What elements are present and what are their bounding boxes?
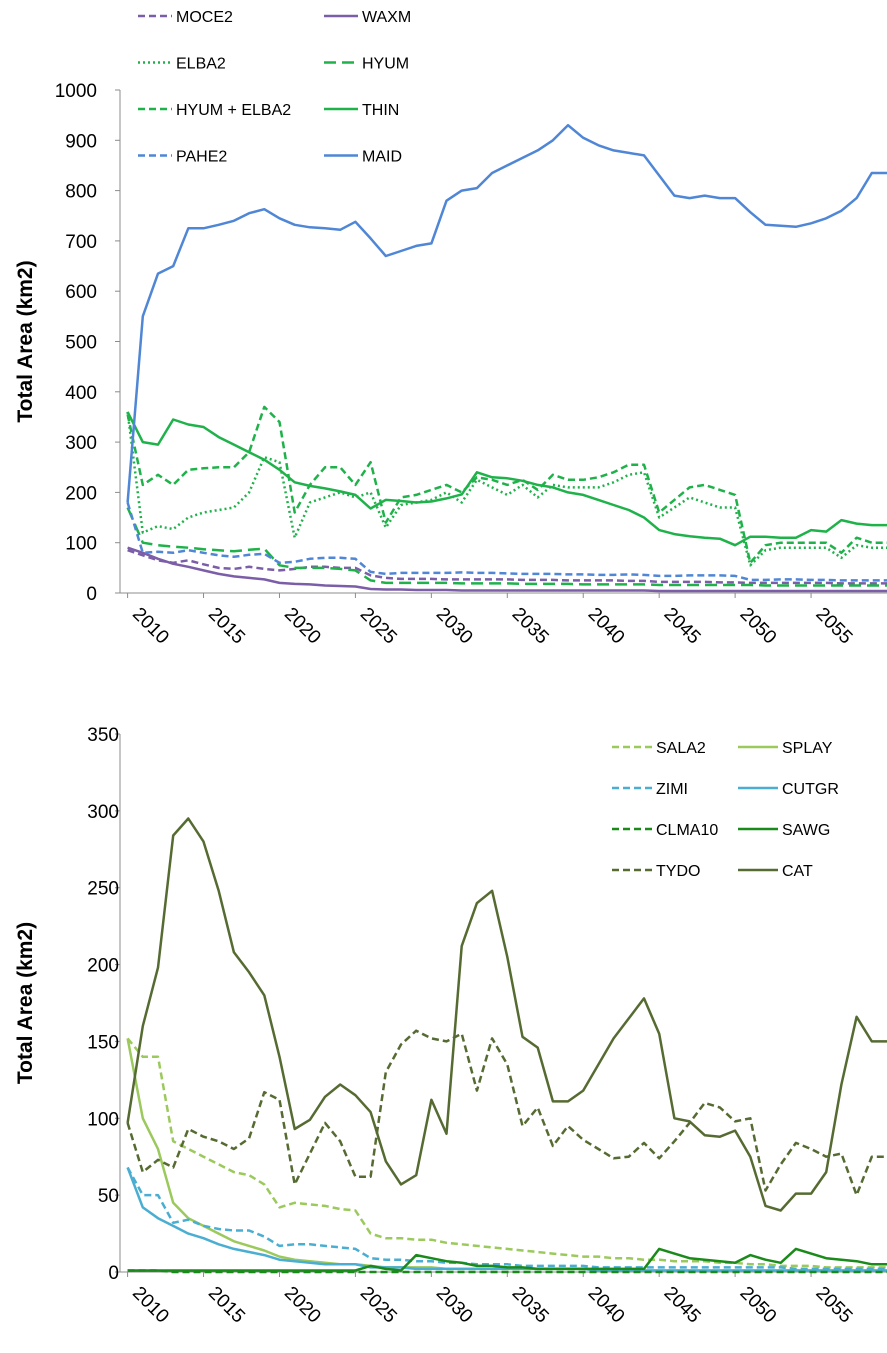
y-tick-label: 300 [87,802,119,823]
x-tick-label: 2050 [736,604,781,649]
x-tick-label: 2030 [432,1283,477,1328]
y-tick-label: 700 [65,232,97,253]
x-tick-label: 2025 [356,1283,401,1328]
legend-label: HYUM + ELBA2 [176,102,291,119]
x-tick-label: 2025 [356,604,401,649]
series-line-zimi [126,1166,887,1271]
legend-label: CLMA10 [656,822,718,839]
x-tick-label: 2020 [280,604,325,649]
y-tick-label: 0 [86,584,97,605]
y-tick-label: 600 [65,282,97,303]
chart-top: 0 100 200 300 400 500 600 700 800 900 1000 2010 2015… [14,9,887,649]
y-tick-label: 350 [87,725,119,746]
y-tick-label: 150 [87,1032,119,1053]
series-line-clma10 [127,1269,887,1274]
y-tick-label: 100 [65,534,97,555]
x-tick-label: 2015 [204,604,249,649]
series-line-sala2 [126,1037,887,1269]
y-axis-label: Total Area (km2) [14,260,37,422]
x-tick-label: 2040 [584,1283,629,1328]
series-line-thin [126,411,887,547]
legend-label: MOCE2 [176,9,233,26]
y-axis-label: Total Area (km2) [14,922,37,1084]
x-tick-label: 2015 [204,1283,249,1328]
y-tick-label: 800 [65,182,97,203]
y-tick-label: 200 [87,956,119,977]
x-tick-label: 2035 [508,604,553,649]
x-tick-label: 2040 [584,604,629,649]
y-tick-label: 400 [65,383,97,404]
series-line-moce2 [127,549,887,585]
legend-label: CAT [782,863,813,880]
series-line-hyum [126,507,887,587]
y-tick-label: 250 [87,879,119,900]
series-line-splay [126,1038,887,1272]
x-tick-label: 2035 [508,1283,553,1328]
legend-label: ZIMI [656,781,688,798]
x-tick-label: 2030 [432,604,477,649]
y-tick-label: 50 [98,1186,119,1207]
legend-label: TYDO [656,863,700,880]
legend-label: PAHE2 [176,149,227,166]
legend-label: WAXM [362,9,411,26]
x-tick-label: 2055 [812,604,857,649]
x-tick-label: 2010 [128,604,173,649]
y-tick-label: 0 [108,1263,119,1284]
legend-label: ELBA2 [176,56,226,73]
y-tick-label: 100 [87,1109,119,1130]
x-tick-label: 2020 [280,1283,325,1328]
x-tick-label: 2045 [660,1283,705,1328]
series-line-sawg [127,1247,887,1272]
series-line-tydo [126,1029,887,1197]
series-line-elba2 [126,411,887,567]
legend-label: THIN [362,102,399,119]
legend-label: HYUM [362,56,409,73]
y-tick-label: 500 [65,333,97,354]
series-line-cutgr [126,1167,887,1272]
y-tick-label: 200 [65,483,97,504]
y-tick-label: 900 [65,131,97,152]
legend-label: SALA2 [656,740,706,757]
chart-bottom: 0 50 100 150 200 250 300 350 2010 2015 2020 2025 203… [14,725,887,1328]
x-tick-label: 2010 [128,1283,173,1328]
legend-label: SAWG [782,822,830,839]
legend-label: MAID [362,149,402,166]
series-line-cat [126,817,887,1212]
x-tick-label: 2055 [812,1283,857,1328]
series-line-hyum-elba2 [126,405,887,565]
x-tick-label: 2050 [736,1283,781,1328]
legend-label: CUTGR [782,781,839,798]
series-line-waxm [127,546,887,593]
x-tick-label: 2045 [660,604,705,649]
series-line-maid [126,123,887,503]
y-tick-label: 1000 [55,81,97,102]
y-tick-label: 300 [65,433,97,454]
legend-label: SPLAY [782,740,833,757]
